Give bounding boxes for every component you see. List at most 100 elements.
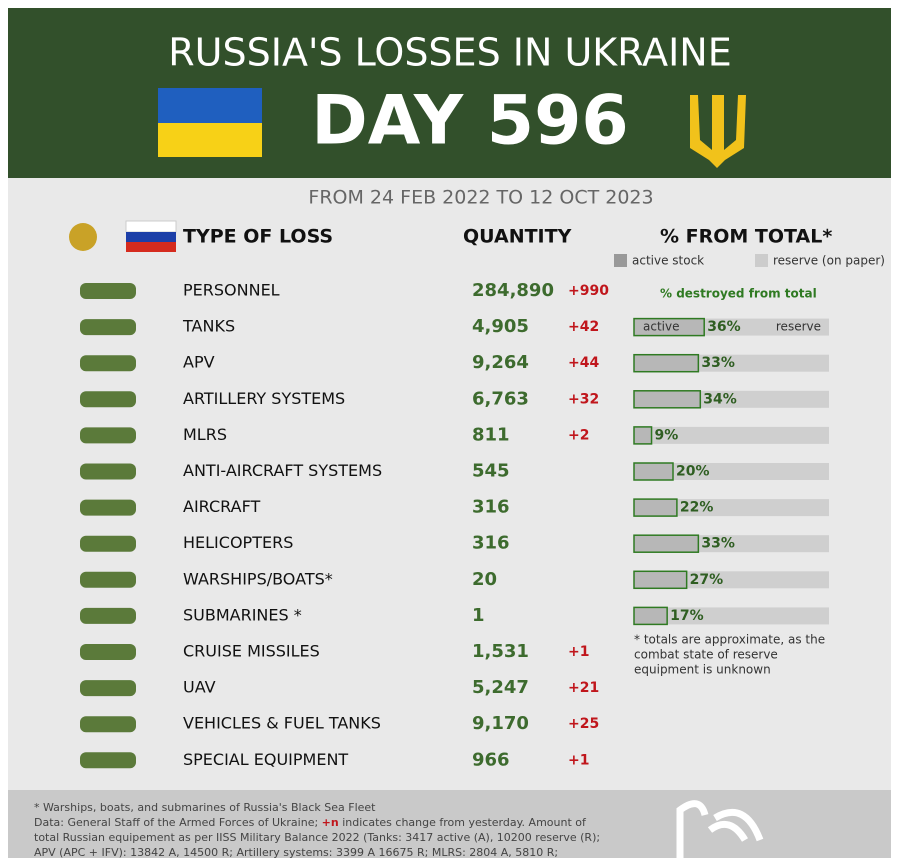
row-name: VEHICLES & FUEL TANKS: [183, 714, 381, 733]
row-name: ANTI-AIRCRAFT SYSTEMS: [183, 461, 382, 480]
bar-label: active: [643, 320, 679, 334]
note-line: combat state of reserve: [634, 648, 778, 662]
flag-blue: [158, 88, 262, 123]
row-name: SUBMARINES *: [183, 605, 302, 624]
row-change: +2: [568, 427, 589, 443]
row-quantity: 316: [472, 497, 510, 518]
row-change: +990: [568, 283, 609, 299]
body-panel: [8, 178, 891, 790]
row-quantity: 284,890: [472, 280, 554, 301]
footer-text: Data: General Staff of the Armed Forces …: [34, 816, 322, 829]
bar-percent: 20%: [676, 464, 710, 480]
title: RUSSIA'S LOSSES IN UKRAINE: [168, 31, 731, 75]
row-icon: [80, 607, 136, 624]
bar-destroyed: [633, 534, 700, 553]
row-quantity: 316: [472, 533, 510, 554]
flag-yellow: [158, 123, 262, 157]
row-icon: [80, 355, 136, 372]
row-quantity: 1: [472, 605, 485, 626]
row-name: HELICOPTERS: [183, 533, 293, 552]
bar-track: [634, 463, 829, 480]
footer-line: Data: General Staff of the Armed Forces …: [34, 816, 587, 829]
footer-line: * Warships, boats, and submarines of Rus…: [34, 801, 376, 814]
footer-text: indicates change from yesterday. Amount …: [339, 816, 587, 829]
row-change: +25: [568, 716, 599, 732]
legend-destroyed: % destroyed from total: [660, 287, 817, 301]
row-change: +32: [568, 391, 599, 407]
row-quantity: 4,905: [472, 316, 529, 337]
logo: [676, 800, 764, 858]
emblem: [69, 223, 97, 251]
footer-line: total Russian equipement as per IISS Mil…: [34, 831, 600, 844]
row-quantity: 966: [472, 749, 510, 770]
row-icon: [80, 319, 136, 336]
row-icon: [80, 499, 136, 516]
bar-destroyed: [633, 570, 688, 590]
bar-percent: 9%: [655, 427, 679, 443]
bar-percent: 22%: [680, 500, 714, 516]
row-change: +44: [568, 355, 599, 371]
row-quantity: 9,264: [472, 352, 529, 373]
bar-destroyed: [633, 390, 702, 409]
row-name: WARSHIPS/BOATS*: [183, 569, 333, 588]
bar-track: [634, 499, 829, 517]
row-change: +1: [568, 752, 589, 768]
row-quantity: 811: [472, 424, 510, 445]
bar-track: [634, 426, 829, 444]
row-name: APV: [183, 353, 215, 372]
trident: [690, 95, 746, 168]
col-quantity: QUANTITY: [463, 226, 572, 248]
note-line: equipment is unknown: [634, 663, 771, 677]
row-icon: [80, 752, 136, 769]
row-icon: [80, 463, 136, 480]
row-icon: [80, 391, 136, 408]
ru-flag-red: [126, 242, 176, 252]
day: DAY 596: [311, 82, 628, 161]
legend-swatch-reserve: [755, 254, 768, 267]
bar-percent: 34%: [703, 391, 737, 407]
header-panel: [8, 8, 891, 178]
ru-flag-blue: [126, 232, 176, 242]
col-percent: % FROM TOTAL*: [660, 226, 832, 248]
row-change: +42: [568, 319, 599, 335]
row-icon: [80, 427, 136, 444]
footer-line: APV (APC + IFV): 13842 A, 14500 R; Artil…: [34, 846, 558, 858]
bar-track: [634, 607, 829, 625]
note-line: * totals are approximate, as the: [634, 633, 825, 647]
row-change: +21: [568, 680, 599, 696]
bar-label: reserve: [776, 320, 821, 334]
bar-percent: 27%: [690, 572, 724, 588]
row-name: MLRS: [183, 425, 227, 444]
row-icon: [80, 283, 136, 299]
row-icon: [80, 644, 136, 660]
bar-destroyed: [633, 353, 700, 373]
legend-reserve: reserve (on paper): [773, 254, 885, 268]
col-type: TYPE OF LOSS: [183, 226, 333, 248]
row-name: PERSONNEL: [183, 281, 280, 300]
bar-percent: 36%: [707, 319, 741, 335]
row-icon: [80, 571, 136, 588]
bar-destroyed: [633, 426, 653, 445]
period: FROM 24 FEB 2022 TO 12 OCT 2023: [308, 187, 653, 209]
bar-destroyed: [633, 317, 705, 337]
footer-text: +n: [322, 816, 339, 829]
row-name: SPECIAL EQUIPMENT: [183, 750, 348, 769]
row-icon: [80, 716, 136, 733]
bar-percent: 17%: [670, 608, 704, 624]
row-icon: [80, 680, 136, 697]
bar-percent: 33%: [701, 536, 735, 552]
footer-panel: [8, 790, 891, 858]
row-quantity: 5,247: [472, 677, 529, 698]
row-quantity: 6,763: [472, 388, 529, 409]
row-quantity: 1,531: [472, 641, 529, 662]
row-name: UAV: [183, 678, 216, 697]
legend-active: active stock: [632, 254, 704, 268]
row-quantity: 545: [472, 461, 510, 482]
row-change: +1: [568, 644, 589, 660]
row-name: CRUISE MISSILES: [183, 642, 320, 661]
bar-percent: 33%: [701, 355, 735, 371]
row-quantity: 20: [472, 569, 497, 590]
row-quantity: 9,170: [472, 713, 529, 734]
row-name: AIRCRAFT: [183, 497, 260, 516]
